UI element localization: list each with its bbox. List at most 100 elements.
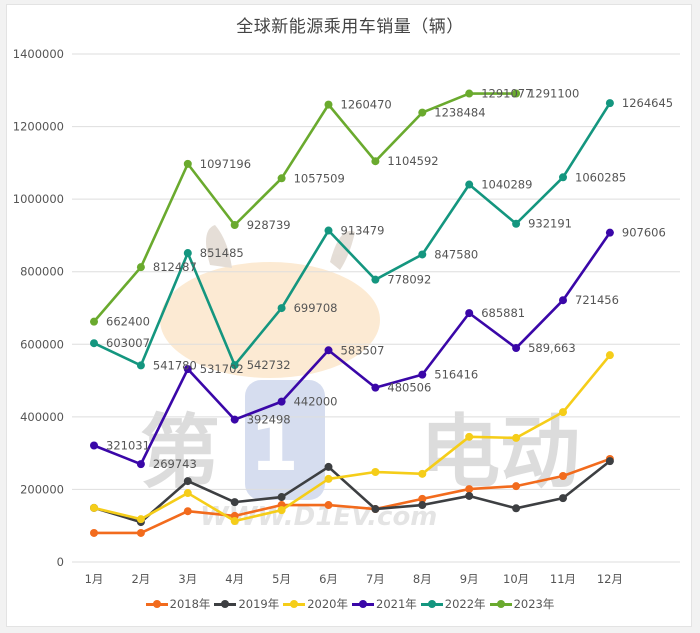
data-point[interactable] [136, 515, 145, 524]
data-point[interactable] [90, 441, 98, 450]
legend-item[interactable]: 2023年 [489, 596, 554, 612]
data-point[interactable] [277, 506, 286, 515]
data-point[interactable] [277, 174, 286, 183]
data-point[interactable] [605, 228, 614, 237]
legend-item[interactable]: 2018年 [145, 596, 211, 612]
data-point[interactable] [183, 365, 192, 374]
data-point[interactable] [418, 250, 427, 259]
data-point[interactable] [559, 408, 567, 417]
data-point[interactable] [512, 89, 521, 98]
data-point[interactable] [559, 494, 567, 503]
data-label: 1238484 [434, 106, 485, 120]
x-tick-label: 12月 [597, 572, 623, 586]
data-point[interactable] [371, 383, 380, 392]
data-point[interactable] [371, 468, 380, 477]
data-point[interactable] [136, 460, 145, 469]
legend-item[interactable]: 2022年 [420, 596, 486, 612]
data-point[interactable] [183, 489, 192, 498]
y-tick-label: 600000 [20, 337, 64, 351]
x-tick-label: 1月 [85, 572, 104, 586]
data-point[interactable] [605, 351, 614, 360]
data-point[interactable] [512, 433, 521, 442]
data-label: 812487 [153, 260, 197, 274]
svg-text:第: 第 [140, 406, 220, 499]
y-tick-label: 1400000 [13, 47, 64, 61]
data-point[interactable] [324, 474, 333, 483]
series-line [93, 92, 517, 323]
data-point[interactable] [324, 501, 333, 510]
data-point[interactable] [230, 221, 239, 230]
data-point[interactable] [559, 296, 567, 305]
data-point[interactable] [371, 505, 380, 514]
data-point[interactable] [605, 457, 614, 466]
data-point[interactable] [465, 485, 474, 494]
legend-label: 2019年 [238, 597, 280, 611]
data-point[interactable] [324, 346, 333, 355]
data-point[interactable] [90, 503, 98, 512]
data-point[interactable] [605, 99, 614, 108]
chart-title: 全球新能源乘用车销量（辆） [236, 17, 464, 37]
x-tick-label: 9月 [460, 572, 479, 586]
x-tick-label: 11月 [550, 572, 576, 586]
data-point[interactable] [277, 397, 286, 406]
data-label: 851485 [200, 246, 244, 260]
data-point[interactable] [465, 491, 474, 500]
data-point[interactable] [418, 501, 427, 510]
data-point[interactable] [230, 516, 239, 525]
data-point[interactable] [183, 159, 192, 168]
data-point[interactable] [183, 477, 192, 486]
y-tick-label: 200000 [20, 482, 64, 496]
legend-item[interactable]: 2021年 [352, 596, 417, 612]
data-point[interactable] [371, 157, 380, 166]
data-point[interactable] [324, 462, 333, 471]
data-point[interactable] [230, 415, 239, 424]
legend-marker-icon [489, 599, 512, 609]
x-tick-label: 4月 [225, 572, 244, 586]
data-point[interactable] [418, 469, 427, 478]
data-point[interactable] [90, 339, 98, 348]
data-point[interactable] [230, 361, 239, 370]
data-point[interactable] [512, 219, 521, 228]
x-tick-label: 10月 [503, 572, 529, 586]
legend-item[interactable]: 2020年 [283, 596, 348, 612]
data-point[interactable] [136, 528, 145, 537]
data-point[interactable] [559, 472, 567, 481]
data-point[interactable] [277, 304, 286, 313]
data-point[interactable] [559, 173, 567, 182]
data-point[interactable] [465, 89, 474, 98]
data-label: 721456 [575, 293, 619, 307]
data-point[interactable] [512, 504, 521, 513]
legend-item[interactable]: 2019年 [214, 596, 279, 612]
data-point[interactable] [324, 100, 333, 109]
data-label: 778092 [387, 273, 431, 287]
data-point[interactable] [136, 263, 145, 272]
data-point[interactable] [465, 180, 474, 189]
legend-label: 2018年 [169, 597, 211, 611]
x-tick-label: 3月 [178, 572, 197, 586]
data-label: 442000 [294, 395, 338, 409]
data-point[interactable] [512, 344, 521, 353]
data-point[interactable] [277, 493, 286, 502]
legend: 2018年 2019年 2020年 2021年 2022年 2023年 [0, 596, 700, 612]
data-label: 928739 [247, 218, 291, 232]
data-point[interactable] [418, 370, 427, 379]
data-point[interactable] [465, 432, 474, 441]
data-label: 1291077 [481, 87, 532, 101]
data-point[interactable] [418, 108, 427, 117]
data-point[interactable] [90, 317, 98, 326]
data-label: 932191 [528, 217, 572, 231]
grid-lines [72, 53, 680, 563]
data-point[interactable] [136, 361, 145, 370]
legend-marker-icon [145, 599, 168, 609]
data-point[interactable] [465, 309, 474, 318]
data-label: 907606 [622, 226, 666, 240]
series-line [93, 231, 611, 466]
data-point[interactable] [183, 249, 192, 258]
data-point[interactable] [230, 498, 239, 507]
data-point[interactable] [418, 494, 427, 503]
data-point[interactable] [183, 507, 192, 516]
data-point[interactable] [324, 226, 333, 235]
data-point[interactable] [90, 528, 98, 537]
data-point[interactable] [512, 482, 521, 491]
data-point[interactable] [371, 275, 380, 284]
